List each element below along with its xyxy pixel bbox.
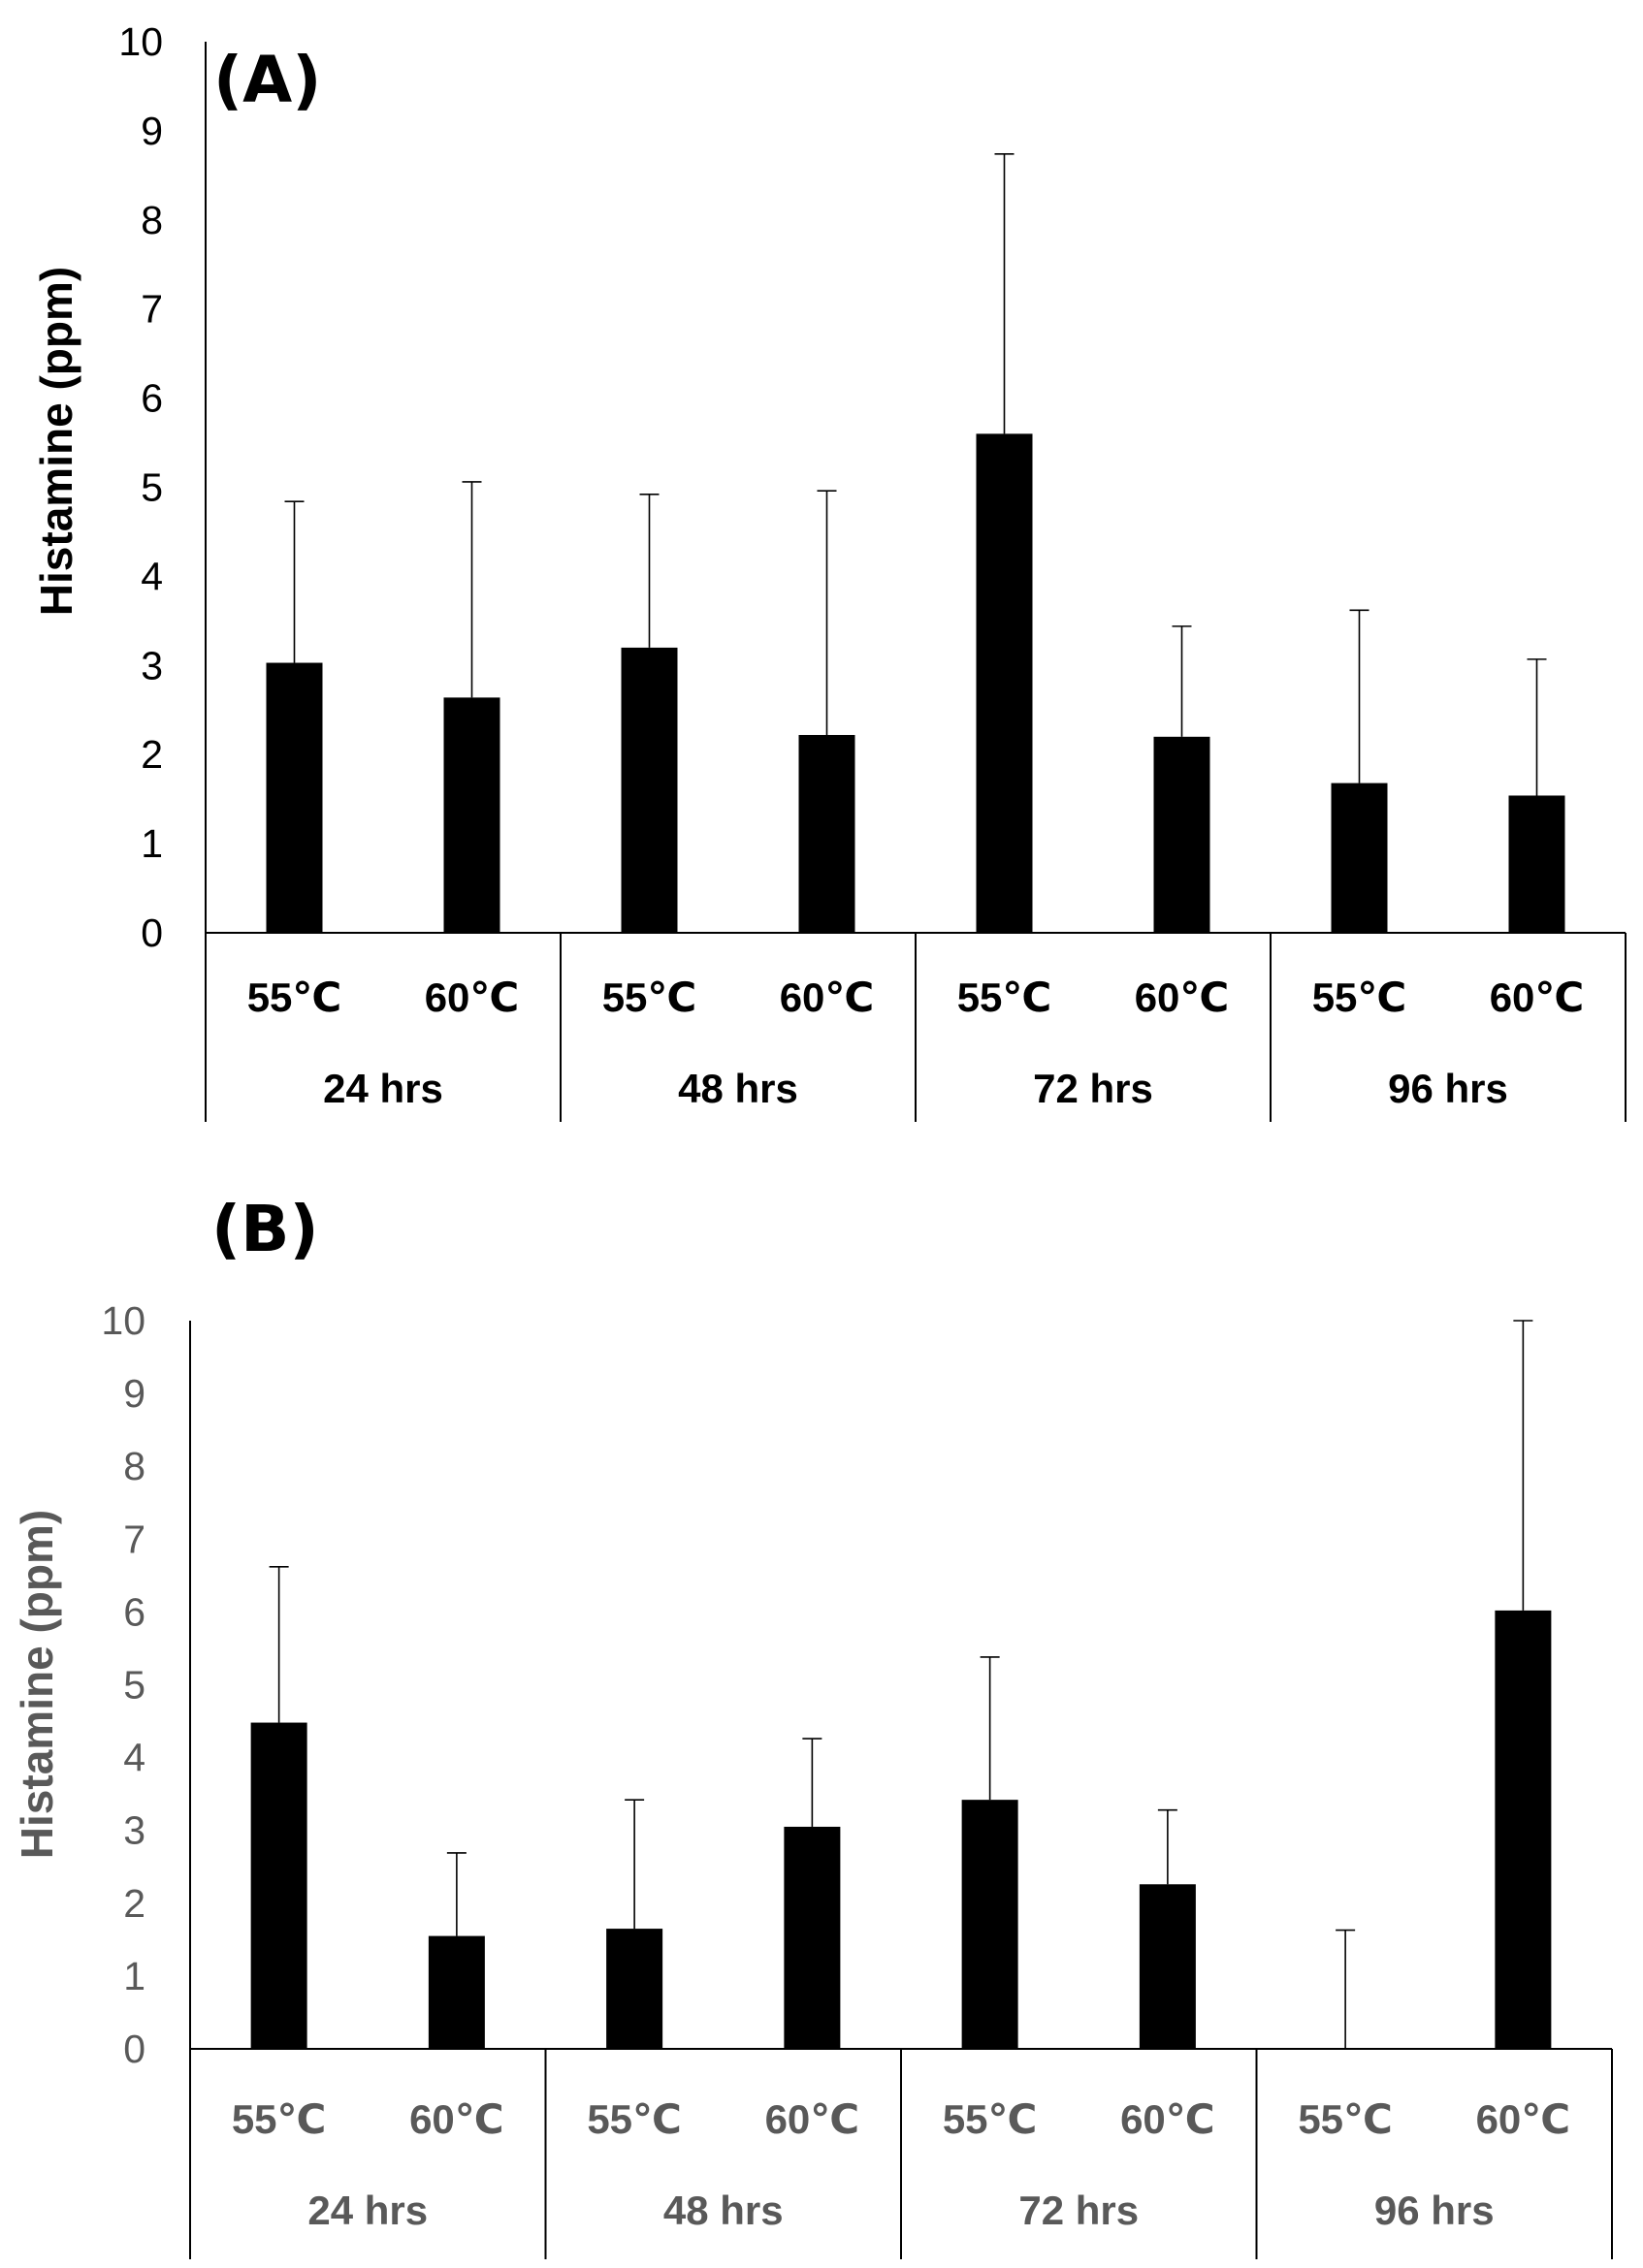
panel-a-category-label: 55℃ bbox=[247, 974, 342, 1020]
panel-b-group-label: 48 hrs bbox=[663, 2188, 784, 2233]
panel-b-y-tick-label: 0 bbox=[123, 2027, 145, 2071]
panel-b-group-label: 72 hrs bbox=[1018, 2188, 1139, 2233]
panel-b-bar bbox=[606, 1929, 663, 2049]
panel-b-category-label: 60℃ bbox=[765, 2096, 860, 2142]
panel-a-category-label: 55℃ bbox=[957, 974, 1052, 1020]
panel-a-y-tick-label: 7 bbox=[141, 287, 163, 332]
panel-a-y-tick-label: 1 bbox=[141, 821, 163, 866]
panel-b-y-tick-label: 1 bbox=[123, 1954, 145, 1998]
panel-b-category-label: 55℃ bbox=[587, 2096, 682, 2142]
panel-a-y-tick-label: 10 bbox=[118, 19, 163, 64]
panel-a-category-label: 60℃ bbox=[425, 974, 520, 1020]
panel-b-category-label: 55℃ bbox=[232, 2096, 327, 2142]
panel-b-y-tick-label: 10 bbox=[101, 1298, 145, 1343]
panel-b-y-tick-label: 8 bbox=[123, 1444, 145, 1488]
panel-b-bar bbox=[1139, 1884, 1196, 2049]
panel-a-bar bbox=[798, 734, 855, 933]
panel-b-category-label: 60℃ bbox=[1120, 2096, 1215, 2142]
panel-a-category-label: 60℃ bbox=[1135, 974, 1230, 1020]
panel-b-bar bbox=[1495, 1610, 1552, 2049]
panel-b-bar bbox=[428, 1935, 485, 2049]
panel-a-group-label: 96 hrs bbox=[1388, 1066, 1508, 1111]
panel-a-y-tick-label: 3 bbox=[141, 643, 163, 687]
panel-a-y-axis-label: Histamine (ppm) bbox=[31, 267, 81, 616]
panel-a-y-tick-label: 2 bbox=[141, 732, 163, 777]
panel-b-y-tick-label: 3 bbox=[123, 1808, 145, 1853]
panel-a-group-label: 72 hrs bbox=[1033, 1066, 1153, 1111]
panel-a-category-label: 55℃ bbox=[1312, 974, 1407, 1020]
panel-b-category-label: 55℃ bbox=[943, 2096, 1038, 2142]
panel-b-chart: (B) 0 1 2 3 4 5 6 7 8 9 10 Histamine (ppm) 55℃ 60℃ 55℃… bbox=[12, 1192, 1613, 2259]
panel-a-bar bbox=[266, 662, 323, 933]
panel-b-bar bbox=[784, 1826, 841, 2049]
panel-a-group-label: 48 hrs bbox=[678, 1066, 798, 1111]
panel-b-label: (B) bbox=[211, 1192, 319, 1266]
panel-a-y-tick-label: 4 bbox=[141, 554, 163, 598]
panel-b-group-label: 24 hrs bbox=[307, 2188, 428, 2233]
panel-a-category-label: 60℃ bbox=[1490, 974, 1585, 1020]
panel-b-group-label: 96 hrs bbox=[1374, 2188, 1495, 2233]
panel-b-y-tick-label: 5 bbox=[123, 1663, 145, 1708]
panel-b-category-label: 55℃ bbox=[1298, 2096, 1393, 2142]
panel-b-y-tick-label: 2 bbox=[123, 1881, 145, 1926]
panel-a-bar bbox=[1331, 783, 1388, 933]
panel-b-bar bbox=[961, 1800, 1018, 2049]
panel-a-category-label: 55℃ bbox=[602, 974, 697, 1020]
panel-b-category-label: 60℃ bbox=[1476, 2096, 1571, 2142]
panel-b-y-tick-label: 7 bbox=[123, 1517, 145, 1561]
panel-a-y-tick-label: 9 bbox=[141, 109, 163, 153]
panel-a-y-tick-label: 0 bbox=[141, 910, 163, 955]
panel-a-bar bbox=[1153, 736, 1210, 933]
panel-b-y-tick-label: 6 bbox=[123, 1589, 145, 1634]
panel-a-y-tick-label: 8 bbox=[141, 198, 163, 242]
panel-a-chart: (A) 0 1 2 3 4 5 6 7 8 9 10 Histamine (ppm) 55℃ 60℃ 55℃… bbox=[31, 19, 1627, 1122]
panel-a-bar bbox=[1508, 795, 1565, 933]
panel-a-bar bbox=[443, 697, 500, 933]
panel-a-y-tick-label: 5 bbox=[141, 465, 163, 510]
panel-b-y-tick-label: 9 bbox=[123, 1371, 145, 1416]
panel-b-y-axis-label: Histamine (ppm) bbox=[12, 1510, 62, 1859]
panel-a-group-label: 24 hrs bbox=[323, 1066, 443, 1111]
panel-b-bar bbox=[250, 1722, 307, 2049]
panel-a-bar bbox=[976, 433, 1033, 933]
panel-a-label: (A) bbox=[213, 43, 321, 117]
panel-b-y-tick-label: 4 bbox=[123, 1736, 145, 1780]
panel-a-y-tick-label: 6 bbox=[141, 376, 163, 421]
panel-a-category-label: 60℃ bbox=[780, 974, 875, 1020]
panel-a-bar bbox=[621, 647, 678, 933]
panel-b-category-label: 60℃ bbox=[409, 2096, 504, 2142]
